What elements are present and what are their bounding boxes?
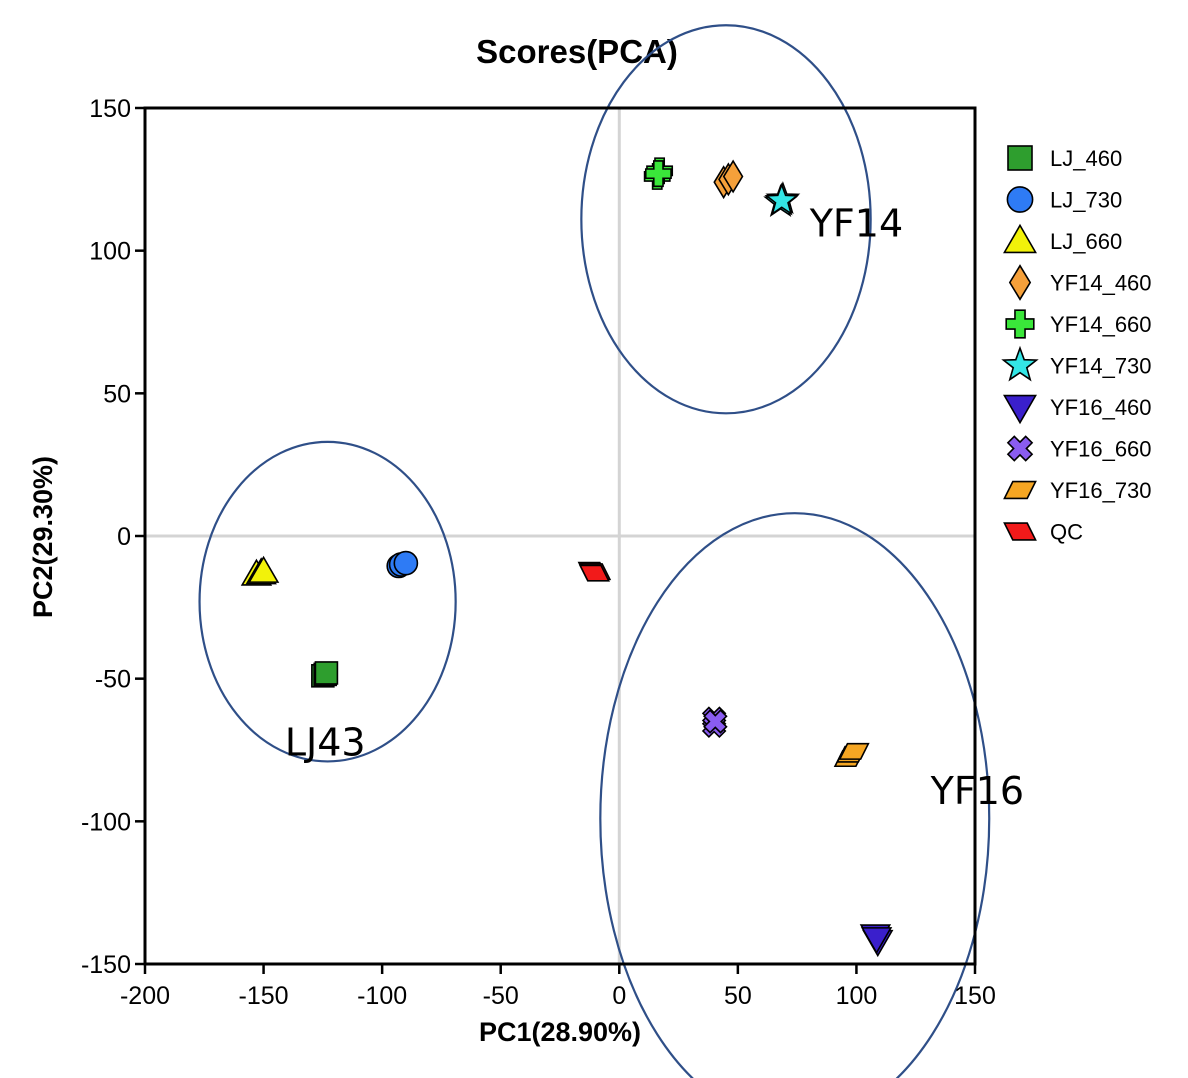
legend-label: YF14_660 xyxy=(1050,312,1152,337)
legend-item-lj-460: LJ_460 xyxy=(1007,145,1122,171)
data-point xyxy=(314,661,339,685)
legend-label: YF16_460 xyxy=(1050,395,1152,420)
data-point xyxy=(644,160,672,188)
data-point xyxy=(722,159,744,194)
legend-label: YF14_730 xyxy=(1050,354,1152,379)
series-lj-460 xyxy=(311,661,339,688)
x-tick-label: -150 xyxy=(239,982,289,1010)
legend-marker xyxy=(1007,145,1033,171)
y-tick-label: 100 xyxy=(89,238,131,266)
legend-label: YF16_730 xyxy=(1050,478,1152,503)
group-ellipse-yf16 xyxy=(599,512,991,1078)
series-lj-730 xyxy=(386,550,419,579)
x-tick-label: 150 xyxy=(954,982,996,1010)
x-tick-label: -50 xyxy=(483,982,519,1010)
y-tick-label: -150 xyxy=(81,951,131,979)
data-point xyxy=(764,182,800,216)
legend-item-yf16-730: YF16_730 xyxy=(1003,478,1152,503)
series-yf16-460 xyxy=(859,924,894,958)
legend-label: YF16_660 xyxy=(1050,437,1152,462)
legend-label: QC xyxy=(1050,520,1083,545)
legend-marker xyxy=(1006,186,1034,213)
y-tick-label: 150 xyxy=(89,95,131,123)
group-ellipse-lj43 xyxy=(198,440,457,763)
legend-label: LJ_460 xyxy=(1050,146,1122,171)
series-yf16-660 xyxy=(701,706,728,739)
y-tick-label: 50 xyxy=(103,380,131,408)
series-yf14-660 xyxy=(643,157,674,190)
y-axis: 150 100 50 0 -50 -100 -150 xyxy=(81,95,145,979)
group-ellipse-yf14 xyxy=(580,24,872,415)
legend-item-yf16-460: YF16_460 xyxy=(1003,394,1152,425)
y-tick-label: -50 xyxy=(95,666,131,694)
legend-label: YF14_460 xyxy=(1050,271,1152,296)
legend-marker xyxy=(1005,309,1035,339)
x-axis: -200 -150 -100 -50 0 50 100 150 xyxy=(120,964,996,1010)
group-label-yf16: YF16 xyxy=(930,769,1024,813)
legend-item-yf14-660: YF14_660 xyxy=(1005,309,1152,339)
data-point xyxy=(860,927,893,955)
legend-item-qc: QC xyxy=(1003,520,1083,545)
series-qc xyxy=(577,561,612,582)
series-yf16-730 xyxy=(833,742,870,768)
legend: LJ_460 LJ_730 LJ_660 YF14_460 YF14_660 YF14_7… xyxy=(1001,145,1152,545)
data-point xyxy=(838,742,870,760)
x-tick-label: -100 xyxy=(357,982,407,1010)
legend-item-yf14-730: YF14_730 xyxy=(1001,345,1152,382)
legend-marker xyxy=(1003,223,1037,254)
data-point xyxy=(393,550,419,576)
legend-marker xyxy=(1008,264,1032,301)
group-ellipses: YF14 LJ43 YF16 xyxy=(198,24,1024,1078)
legend-label: LJ_660 xyxy=(1050,229,1122,254)
legend-marker xyxy=(1003,480,1037,500)
x-tick-label: 0 xyxy=(612,982,626,1010)
series-yf14-730 xyxy=(763,181,801,217)
chart-title: Scores(PCA) xyxy=(476,33,678,70)
legend-marker xyxy=(1001,345,1039,382)
y-tick-label: 0 xyxy=(117,523,131,551)
data-points xyxy=(240,157,894,958)
x-tick-label: 100 xyxy=(836,982,878,1010)
legend-item-yf14-460: YF14_460 xyxy=(1008,264,1152,301)
data-point xyxy=(703,709,728,734)
series-lj-660 xyxy=(240,555,280,586)
data-point xyxy=(247,555,280,583)
x-tick-label: -200 xyxy=(120,982,170,1010)
legend-label: LJ_730 xyxy=(1050,188,1122,213)
legend-item-lj-730: LJ_730 xyxy=(1006,186,1122,213)
legend-item-lj-660: LJ_660 xyxy=(1003,223,1122,254)
y-axis-title: PC2(29.30%) xyxy=(28,456,58,618)
legend-marker xyxy=(1006,435,1034,462)
y-tick-label: -100 xyxy=(81,808,131,836)
zero-lines xyxy=(145,108,975,964)
group-label-lj43: LJ43 xyxy=(285,721,366,765)
group-label-yf14: YF14 xyxy=(809,201,903,245)
legend-marker xyxy=(1003,394,1037,425)
x-axis-title: PC1(28.90%) xyxy=(479,1017,641,1047)
legend-marker xyxy=(1003,522,1037,541)
x-tick-label: 50 xyxy=(724,982,752,1010)
legend-item-yf16-660: YF16_660 xyxy=(1006,435,1152,462)
series-yf14-460 xyxy=(713,159,744,200)
data-point xyxy=(578,564,610,582)
